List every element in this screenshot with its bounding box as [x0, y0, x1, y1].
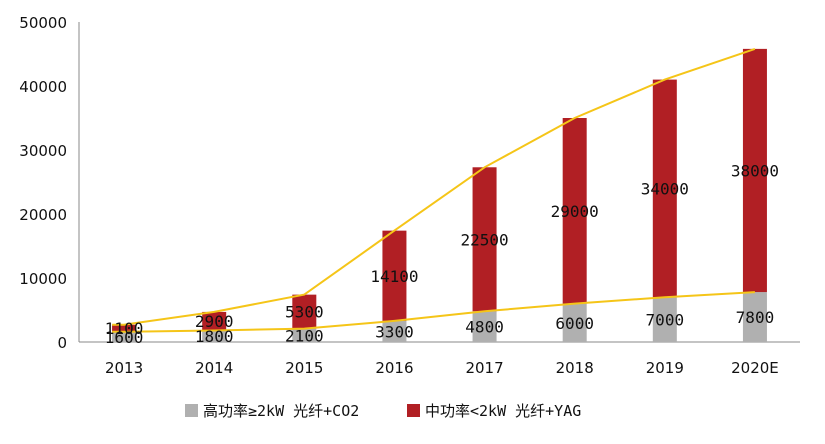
line-overall-total — [112, 47, 756, 326]
data-label-high-power: 7000 — [646, 311, 685, 330]
x-tick-label: 2014 — [195, 359, 233, 377]
bar-mid-power — [202, 311, 227, 331]
data-label-mid-power: 34000 — [641, 179, 689, 198]
bar-high-power — [742, 292, 767, 342]
x-tick-label: 2020E — [731, 359, 779, 377]
x-tick-label: 2017 — [465, 359, 503, 377]
data-label-mid-power: 2900 — [195, 312, 234, 331]
data-label-high-power: 6000 — [555, 314, 594, 333]
y-tick-label: 0 — [57, 334, 67, 352]
data-label-mid-power: 22500 — [460, 230, 508, 249]
bar-mid-power — [292, 294, 317, 329]
bar-high-power — [112, 331, 137, 342]
axes — [78, 22, 800, 343]
data-label-high-power: 4800 — [465, 318, 504, 337]
line-high-power-total — [112, 291, 755, 333]
y-tick-labels: 0 10000 20000 30000 40000 50000 — [19, 14, 67, 352]
data-label-mid-power: 38000 — [731, 161, 779, 180]
bar-mid-power — [472, 167, 497, 312]
data-label-mid-power: 14100 — [370, 267, 418, 286]
bar-mid-power — [562, 118, 587, 304]
x-tick-label: 2013 — [105, 359, 143, 377]
y-tick-label: 50000 — [19, 14, 67, 32]
data-label-high-power: 3300 — [375, 322, 414, 341]
bar-mid-power — [652, 79, 677, 298]
x-tick-label: 2019 — [646, 359, 684, 377]
y-tick-label: 30000 — [19, 142, 67, 160]
x-tick-labels: 2013 2014 2015 2016 2017 2018 2019 2020E — [105, 359, 779, 377]
bar-high-power — [562, 303, 587, 342]
total-lines — [112, 47, 756, 333]
legend-swatch-mid-power — [407, 404, 420, 417]
legend-swatch-high-power — [185, 404, 198, 417]
bar-mid-power — [742, 48, 767, 293]
legend: 高功率≥2kW 光纤+CO2 中功率<2kW 光纤+YAG — [185, 402, 581, 420]
legend-label-high-power: 高功率≥2kW 光纤+CO2 — [203, 402, 359, 420]
y-tick-label: 40000 — [19, 78, 67, 96]
bar-high-power — [472, 311, 497, 342]
data-label-high-power: 1600 — [105, 328, 144, 347]
legend-label-mid-power: 中功率<2kW 光纤+YAG — [425, 402, 581, 420]
bar-high-power — [202, 330, 227, 342]
data-label-high-power: 7800 — [736, 308, 775, 327]
bar-high-power — [382, 320, 407, 342]
bar-high-power — [292, 328, 317, 342]
data-label-high-power: 1800 — [195, 327, 234, 346]
data-label-high-power: 2100 — [285, 326, 324, 345]
bar-mid-power — [112, 324, 137, 332]
bars — [112, 48, 767, 342]
bar-high-power — [652, 297, 677, 342]
x-tick-label: 2018 — [556, 359, 594, 377]
x-tick-label: 2015 — [285, 359, 323, 377]
y-tick-label: 20000 — [19, 206, 67, 224]
data-label-mid-power: 29000 — [551, 202, 599, 221]
bar-mid-power — [382, 230, 407, 321]
x-tick-label: 2016 — [375, 359, 413, 377]
data-label-mid-power: 5300 — [285, 303, 324, 322]
y-tick-label: 10000 — [19, 270, 67, 288]
data-label-mid-power: 1100 — [105, 319, 144, 338]
